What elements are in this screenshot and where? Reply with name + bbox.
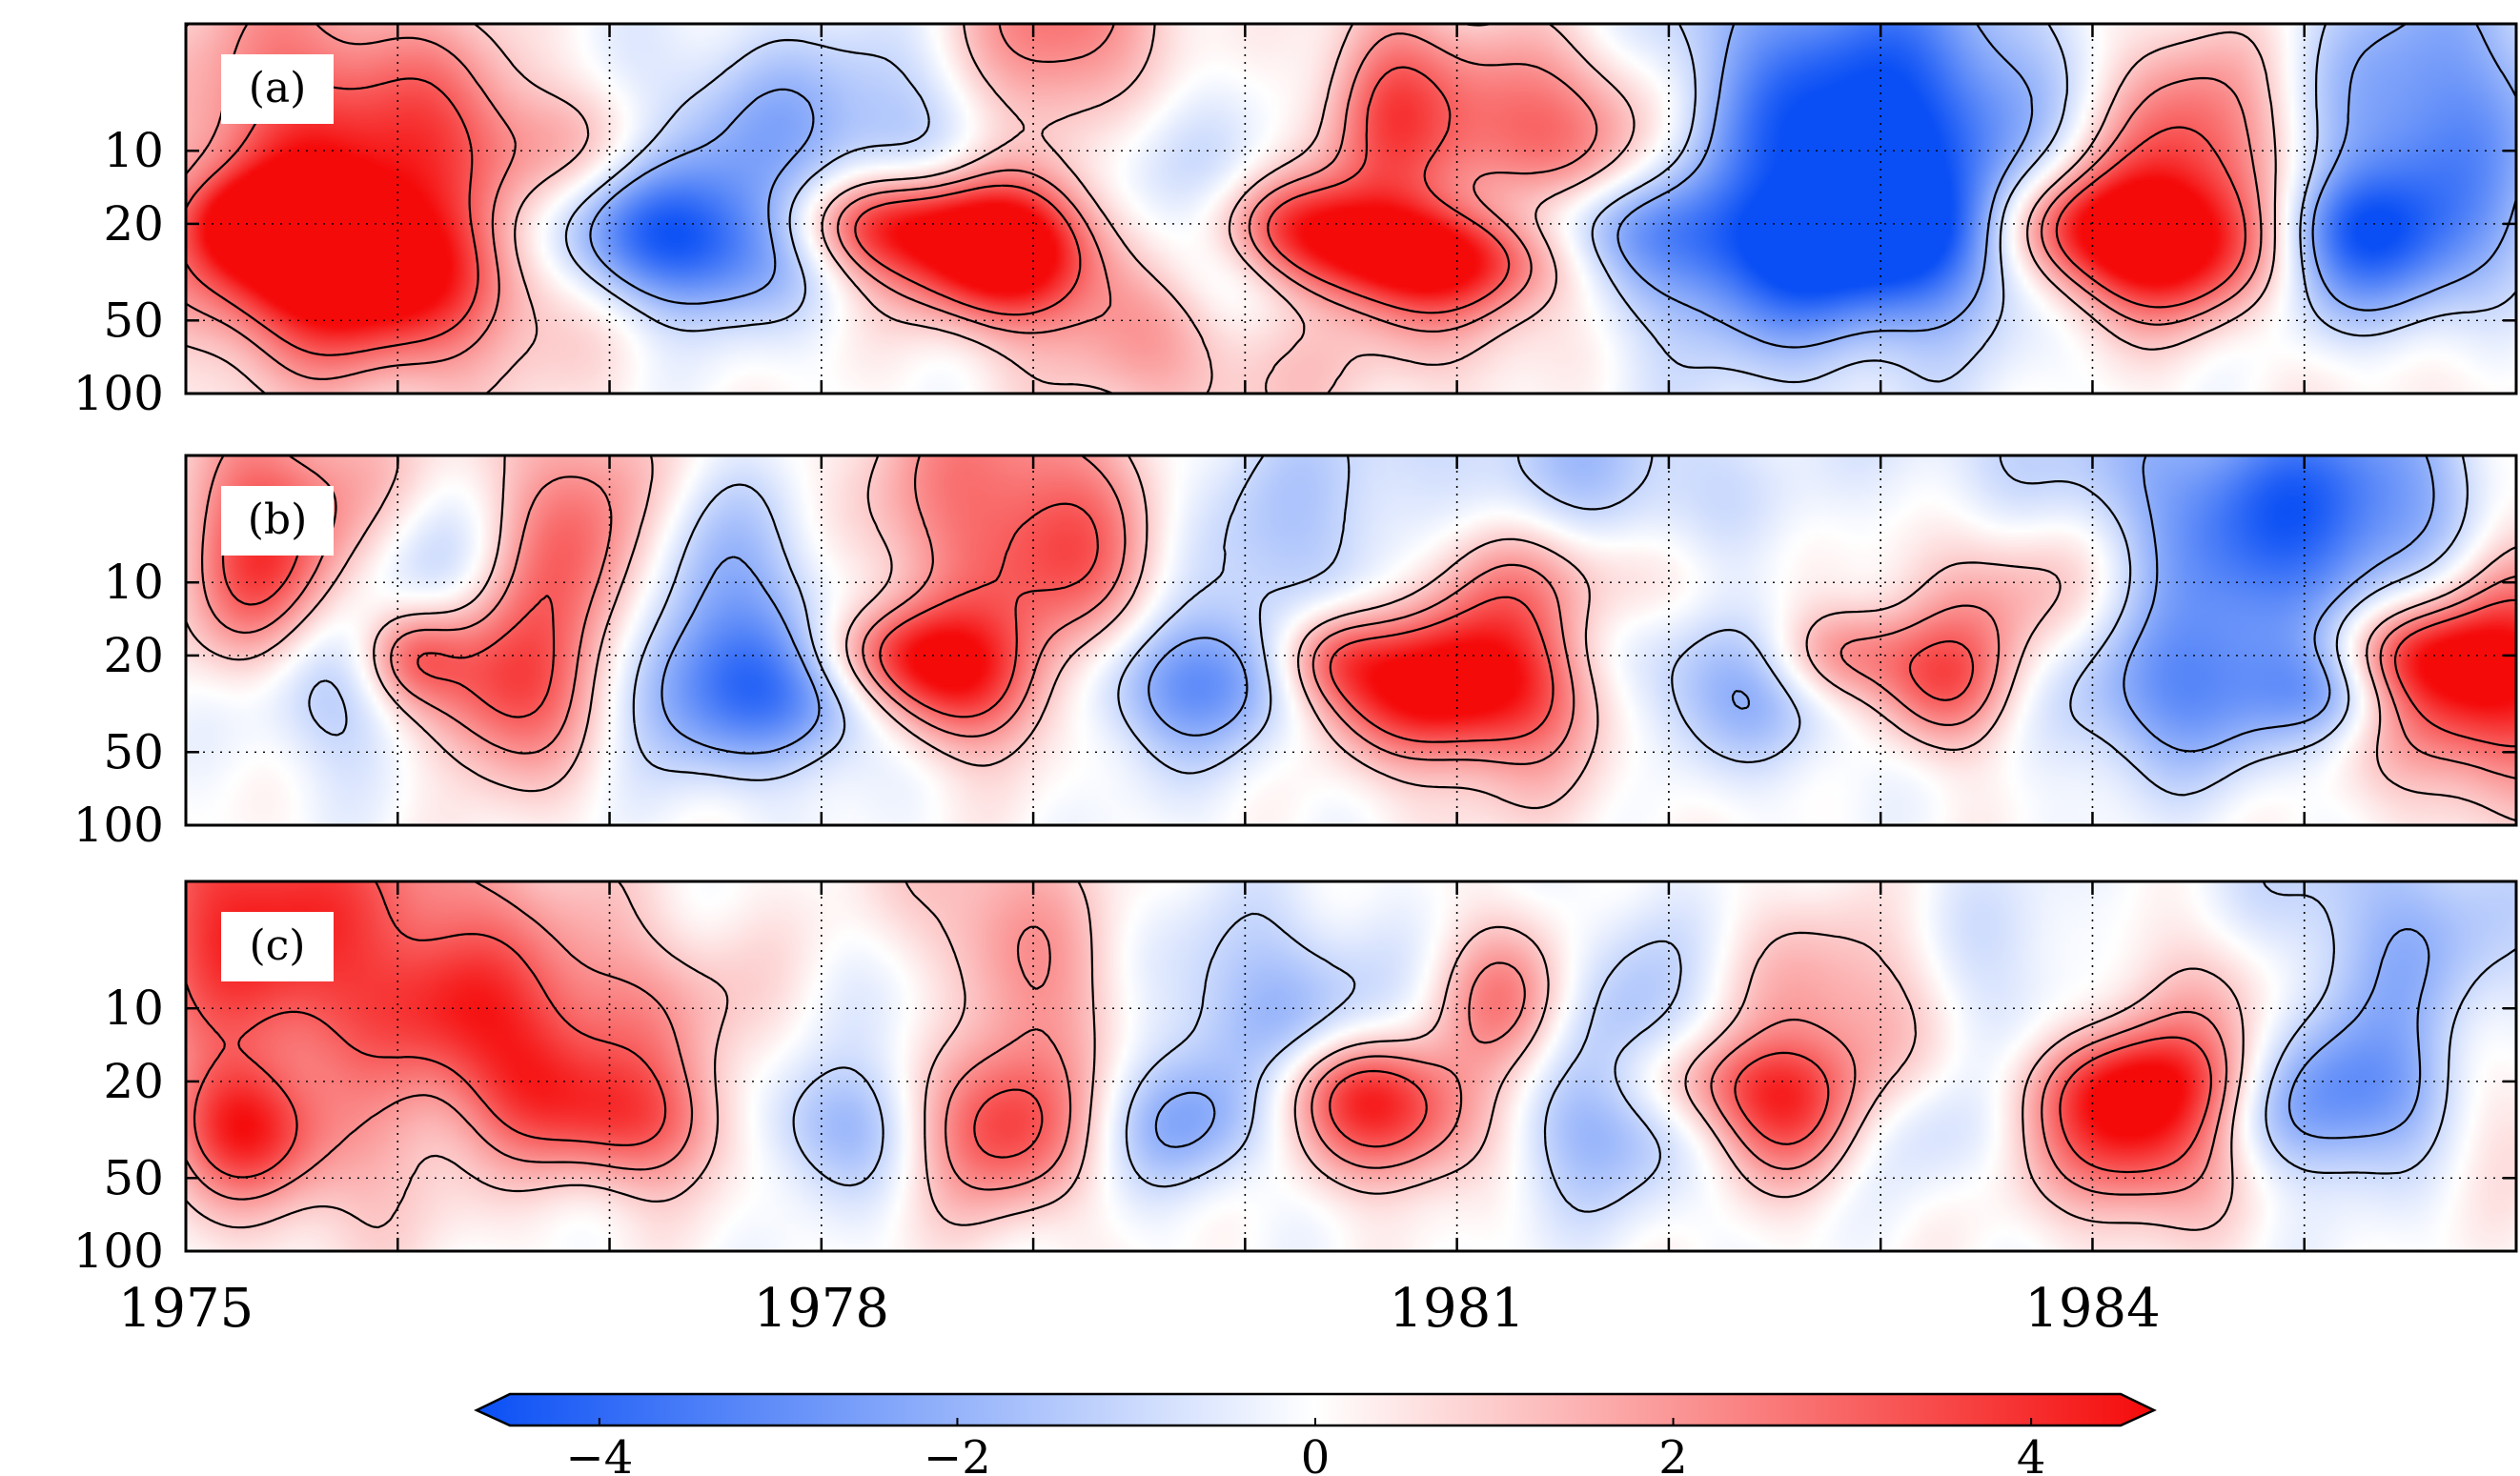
panel-a-label-bg: [221, 54, 334, 124]
panel-c-contours: [184, 880, 2517, 1231]
panel-b-field: [186, 455, 2516, 825]
x-tick-label: 1975: [118, 1278, 254, 1340]
panel-b-ticks: [184, 455, 2518, 827]
panel-b-label-bg: [221, 486, 334, 556]
panel-b-gridlines: [186, 455, 2516, 825]
colorbar: −4 −2 0 2 4: [474, 1392, 2157, 1476]
x-tick-label: 1984: [2024, 1278, 2161, 1340]
y-tick-label: 50: [103, 293, 164, 348]
panel-c-y-axis-labels: 10 20 50 100: [73, 981, 164, 1279]
y-tick-label: 100: [73, 798, 164, 853]
colorbar-tick-label: 4: [2017, 1431, 2046, 1476]
y-tick-label: 100: [73, 1223, 164, 1279]
panel-a-y-axis-labels: 10 20 50 100: [73, 123, 164, 421]
panel-b-frame: [184, 454, 2518, 827]
panel-a-label: (a): [249, 64, 307, 112]
panel-b-y-axis-labels: 10 20 50 100: [73, 555, 164, 853]
panel-c-frame: [184, 880, 2518, 1253]
contour-line: [589, 23, 2518, 349]
y-tick-label: 50: [103, 724, 164, 779]
colorbar-body: [474, 1392, 2157, 1427]
colorbar-ticks: [598, 1418, 2033, 1425]
x-tick-label: 1978: [754, 1278, 890, 1340]
panel-a-frame: [184, 22, 2518, 395]
y-tick-label: 10: [103, 123, 164, 178]
y-tick-label: 20: [103, 628, 164, 683]
y-tick-label: 50: [103, 1150, 164, 1205]
contour-line: [185, 66, 2246, 356]
panel-b: (b) 10 20 50 100: [73, 454, 2518, 853]
colorbar-tick-label: 2: [1658, 1431, 1688, 1476]
panel-a-field: [186, 24, 2516, 394]
contour-line: [308, 455, 2469, 797]
contour-line: [185, 880, 2245, 1231]
contour-line: [660, 455, 2435, 755]
x-axis-labels: 1975 1978 1981 1984: [118, 1278, 2161, 1340]
y-tick-label: 10: [103, 981, 164, 1036]
y-tick-label: 10: [103, 555, 164, 610]
panel-c-gridlines: [186, 881, 2516, 1251]
contour-line: [201, 455, 2517, 779]
y-tick-label: 20: [103, 1054, 164, 1109]
panel-a: (a) 10 20 50 100: [73, 22, 2518, 421]
y-tick-label: 20: [103, 196, 164, 252]
panel-c-ticks: [184, 881, 2518, 1253]
contour-line: [185, 23, 2263, 380]
contour-line: [792, 880, 2517, 1213]
contour-line: [564, 23, 2517, 384]
panel-c: (c) 10 20 50 100: [73, 880, 2518, 1279]
panel-c-label-bg: [221, 912, 334, 981]
colorbar-tick-label: −4: [566, 1431, 634, 1476]
colorbar-tick-label: 0: [1301, 1431, 1331, 1476]
panel-a-contours: [185, 22, 2518, 395]
x-tick-label: 1981: [1389, 1278, 1525, 1340]
panel-a-ticks: [184, 24, 2518, 395]
panel-c-label: (c): [250, 921, 306, 970]
panel-a-gridlines: [186, 24, 2516, 394]
panel-c-field: [186, 881, 2516, 1251]
contour-line: [1154, 928, 2430, 1148]
panel-b-label: (b): [248, 495, 308, 544]
y-tick-label: 100: [73, 366, 164, 421]
colorbar-tick-label: −2: [924, 1431, 991, 1476]
